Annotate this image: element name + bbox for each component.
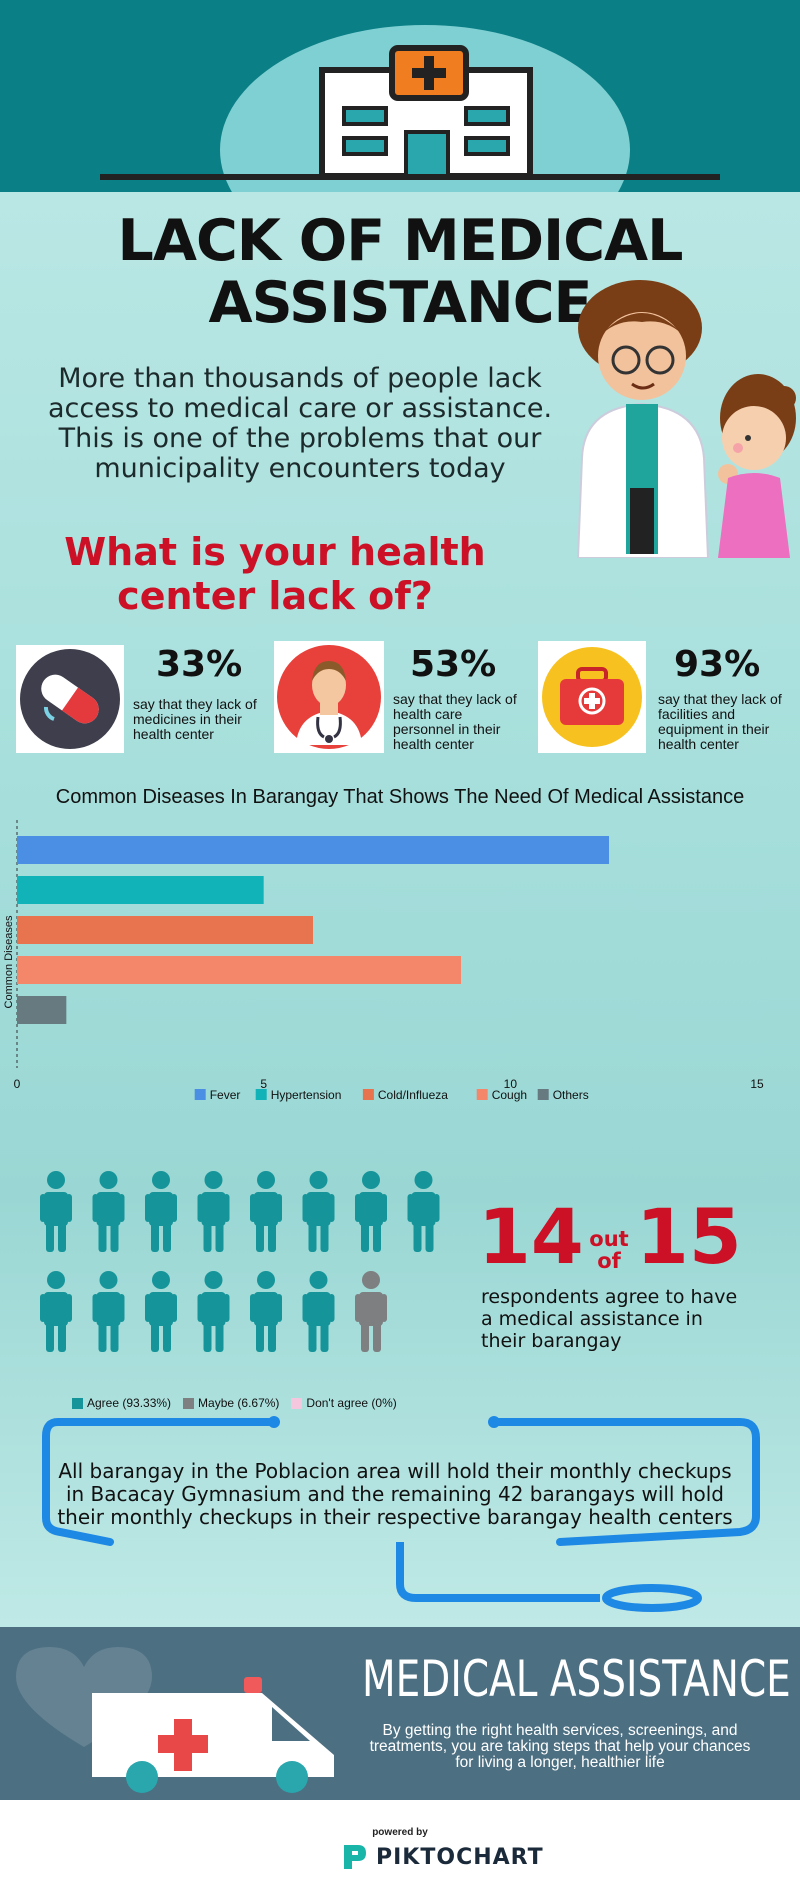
question-line-1: What is your health bbox=[64, 530, 486, 574]
medical-assistance-description: By getting the right health services, sc… bbox=[369, 1722, 751, 1771]
bar-cold-influeza bbox=[17, 916, 313, 944]
stat-card-facilities bbox=[538, 641, 646, 753]
legend-item: Others bbox=[537, 1088, 589, 1102]
legend-label: Cough bbox=[492, 1088, 527, 1102]
legend-maybe-label: Maybe (6.67%) bbox=[198, 1396, 280, 1410]
legend-agree: Agree (93.33%) bbox=[72, 1396, 171, 1410]
person-agree-icon bbox=[302, 1171, 335, 1252]
title-line-1: LACK OF MEDICAL bbox=[117, 208, 684, 274]
medical-assistance-panel: MEDICAL ASSISTANCE By getting the right … bbox=[0, 1627, 800, 1800]
legend-swatch bbox=[537, 1089, 549, 1100]
piktochart-logo-icon bbox=[344, 1845, 366, 1869]
out-of-label: out of bbox=[587, 1228, 631, 1272]
legend-swatch bbox=[194, 1089, 206, 1100]
stat-percent-medicines: 33% bbox=[156, 644, 243, 685]
question-heading: What is your health center lack of? bbox=[20, 530, 530, 618]
x-tick-label: 10 bbox=[504, 1077, 518, 1091]
legend-dont-agree: Don't agree (0%) bbox=[291, 1396, 397, 1410]
of-word: of bbox=[597, 1249, 621, 1273]
legend-item: Cough bbox=[476, 1088, 527, 1102]
ambulance-icon bbox=[16, 1647, 334, 1793]
person-agree-icon bbox=[92, 1171, 125, 1252]
medical-assistance-title: MEDICAL ASSISTANCE bbox=[362, 1650, 791, 1708]
brand-link[interactable]: PIKTOCHART bbox=[340, 1840, 544, 1874]
question-line-2: center lack of? bbox=[117, 574, 433, 618]
x-tick-label: 0 bbox=[14, 1077, 21, 1091]
main-panel: LACK OF MEDICAL ASSISTANCE More than tho… bbox=[0, 192, 800, 1627]
checkup-text: All barangay in the Poblacion area will … bbox=[57, 1459, 733, 1529]
footer bbox=[0, 1800, 800, 1888]
person-maybe-icon bbox=[355, 1271, 387, 1352]
stat-card-medicines bbox=[16, 645, 124, 753]
person-agree-icon bbox=[355, 1171, 387, 1252]
brand-name: PIKTOCHART bbox=[376, 1844, 544, 1870]
legend-swatch bbox=[362, 1089, 374, 1100]
person-agree-icon bbox=[302, 1271, 335, 1352]
bar-hypertension bbox=[17, 876, 264, 904]
person-agree-icon bbox=[92, 1271, 125, 1352]
chart-ylabel: Common Diseases bbox=[3, 915, 15, 1008]
stat-percent-facilities: 93% bbox=[674, 644, 761, 685]
stat-desc-facilities: say that they lack of facilities and equ… bbox=[658, 691, 782, 752]
legend-agree-label: Agree (93.33%) bbox=[87, 1396, 172, 1410]
bar-cough bbox=[17, 956, 461, 984]
x-tick-label: 15 bbox=[750, 1077, 764, 1091]
legend-item: Cold/Influeza bbox=[362, 1088, 448, 1102]
legend-label: Hypertension bbox=[271, 1088, 342, 1102]
stat-percent-personnel: 53% bbox=[410, 644, 497, 685]
first-aid-kit-icon bbox=[542, 647, 642, 747]
stat-desc-medicines: say that they lack of medicines in their… bbox=[133, 696, 257, 742]
title-line-2: ASSISTANCE bbox=[208, 270, 593, 336]
bar-others bbox=[17, 996, 67, 1024]
disease-bar-chart: Common Diseases 0 5 10 15 Fever Hypertension… bbox=[3, 820, 764, 1102]
intro-text: More than thousands of people lack acces… bbox=[47, 363, 553, 484]
doctor-child-illustration-icon bbox=[576, 280, 796, 558]
bar-fever bbox=[17, 836, 609, 864]
page-title: LACK OF MEDICAL ASSISTANCE bbox=[0, 210, 800, 334]
out-word: out bbox=[589, 1227, 629, 1251]
person-agree-icon bbox=[250, 1271, 282, 1352]
x-tick-label: 5 bbox=[260, 1077, 267, 1091]
agree-description: respondents agree to have a medical assi… bbox=[481, 1286, 738, 1352]
legend-label: Others bbox=[553, 1088, 589, 1102]
legend-dont-agree-label: Don't agree (0%) bbox=[306, 1396, 397, 1410]
person-agree-icon bbox=[197, 1171, 230, 1252]
legend-swatch bbox=[476, 1089, 488, 1100]
person-agree-icon bbox=[407, 1171, 440, 1252]
survey-legend: Agree (93.33%) Maybe (6.67%) Don't agree… bbox=[72, 1396, 397, 1410]
agree-count: 14 bbox=[478, 1192, 584, 1281]
person-agree-icon bbox=[145, 1271, 177, 1352]
total-count: 15 bbox=[636, 1192, 742, 1281]
person-agree-icon bbox=[40, 1171, 72, 1252]
person-agree-icon bbox=[40, 1271, 72, 1352]
chart-title: Common Diseases In Barangay That Shows T… bbox=[55, 786, 745, 808]
legend-label: Fever bbox=[210, 1088, 241, 1102]
top-banner bbox=[0, 0, 800, 192]
doctor-icon bbox=[277, 645, 381, 749]
pill-capsule-icon bbox=[20, 649, 120, 749]
hospital-icon bbox=[100, 25, 720, 192]
stat-card-personnel bbox=[274, 641, 384, 753]
legend-maybe: Maybe (6.67%) bbox=[183, 1396, 279, 1410]
legend-label: Cold/Influeza bbox=[378, 1088, 448, 1102]
stat-desc-personnel: say that they lack of health care person… bbox=[393, 691, 517, 752]
person-agree-icon bbox=[250, 1171, 282, 1252]
legend-swatch bbox=[255, 1089, 267, 1100]
powered-by-label: powered by bbox=[372, 1827, 428, 1838]
legend-item: Hypertension bbox=[255, 1088, 342, 1102]
person-agree-icon bbox=[197, 1271, 230, 1352]
respondent-figures bbox=[40, 1171, 440, 1352]
stethoscope-frame-icon bbox=[42, 1416, 760, 1612]
legend-item: Fever bbox=[194, 1088, 241, 1102]
person-agree-icon bbox=[145, 1171, 177, 1252]
